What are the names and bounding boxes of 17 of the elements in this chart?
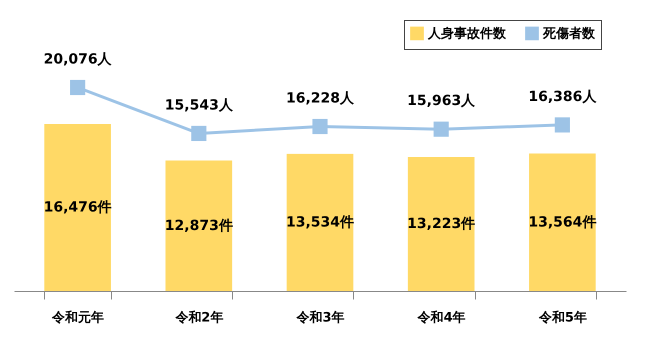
point [312, 118, 328, 134]
data-label: 15,543人 [164, 97, 234, 114]
legend-label: 死傷者数 [542, 26, 596, 42]
x-tick-label: 令和3年 [295, 310, 345, 326]
point [434, 122, 449, 137]
x-tick-label: 令和4年 [416, 310, 466, 326]
x-tick-label: 令和2年 [174, 310, 224, 326]
point [191, 126, 206, 142]
data-label: 16,228人 [286, 90, 356, 107]
x-tick-label: 令和5年 [538, 310, 587, 326]
data-label: 15,963人 [407, 93, 476, 110]
x-tick-label: 令和元年 [51, 310, 104, 326]
point [554, 117, 570, 132]
legend-label: 人身事故件数 [427, 26, 507, 42]
data-label: 16,386人 [528, 88, 598, 105]
point [70, 80, 86, 96]
data-label: 20,076人 [44, 52, 113, 68]
